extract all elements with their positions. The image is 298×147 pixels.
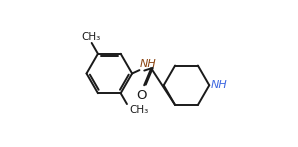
Text: NH: NH <box>140 59 157 69</box>
Text: NH: NH <box>211 80 228 90</box>
Text: CH₃: CH₃ <box>129 105 148 115</box>
Text: CH₃: CH₃ <box>81 32 100 42</box>
Text: O: O <box>136 89 147 102</box>
